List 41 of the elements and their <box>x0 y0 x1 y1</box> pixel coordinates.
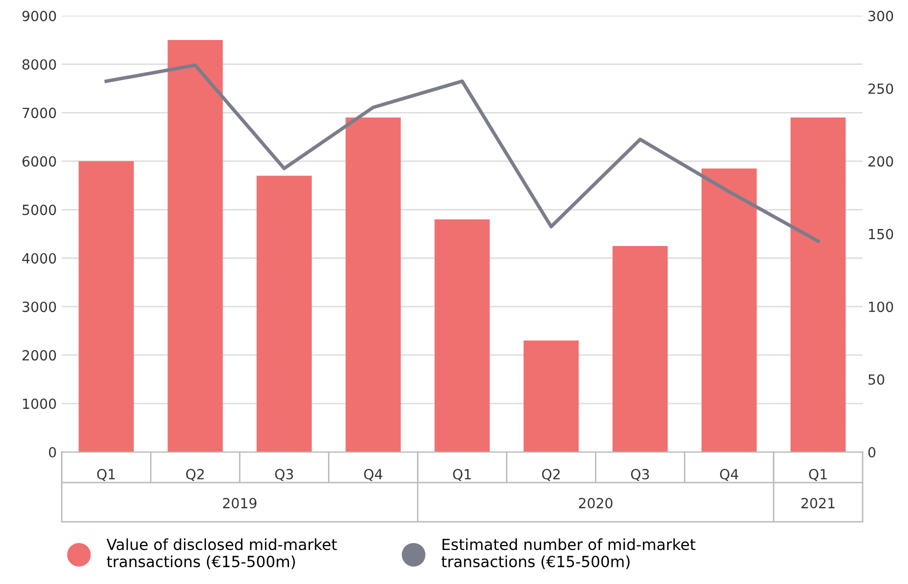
y-tick-label: 2000 <box>22 350 56 361</box>
x-tick-label: Q3 <box>631 468 649 482</box>
text: 2020 <box>578 498 612 508</box>
y2-tick-label: 100 <box>868 302 894 312</box>
x-tick-label: Q1 <box>809 468 827 482</box>
y2-tick-label: 150 <box>868 228 894 240</box>
y2-tick-label: 200 <box>868 156 894 167</box>
bar <box>78 161 134 452</box>
bar <box>346 118 401 452</box>
y-tick-label: 9000 <box>22 10 56 22</box>
text: 2021 <box>801 498 834 508</box>
x-tick-label: Q1 <box>453 468 471 482</box>
bar <box>524 340 579 452</box>
x-tick-label: Q4 <box>720 468 738 482</box>
y-tick-label: 5000 <box>22 204 56 216</box>
bar <box>702 168 757 452</box>
x-tick-label: Q2 <box>542 468 560 482</box>
x-tick-label: Q4 <box>364 468 382 482</box>
bar <box>168 40 223 452</box>
bar <box>612 246 668 452</box>
legend-label: Estimated number of mid-market transactions (€15-500m) <box>442 538 696 570</box>
y2-tick-label: 50 <box>868 374 884 385</box>
y2-tick-label: 0 <box>868 446 876 458</box>
y-tick-label: 7000 <box>22 108 56 118</box>
line-series <box>104 63 820 243</box>
y-tick-label: 8000 <box>22 59 56 70</box>
y-tick-label: 1000 <box>23 398 56 410</box>
bar <box>790 118 846 452</box>
y-tick-label: 6000 <box>22 156 56 167</box>
x-tick-label: Q3 <box>275 468 293 482</box>
y-tick-label: 4000 <box>22 253 56 264</box>
y2-tick-label: 300 <box>868 10 894 22</box>
bar <box>434 219 490 452</box>
y-tick-label: 0 <box>48 446 56 458</box>
bar <box>256 176 312 452</box>
x-tick-label: Q2 <box>186 468 204 482</box>
legend-label: Value of disclosed mid-market transactions (€15-500m) <box>106 538 337 570</box>
y2-tick-label: 250 <box>868 83 894 94</box>
x-tick-label: Q1 <box>97 468 115 482</box>
text: 2019 <box>223 498 256 508</box>
y-tick-label: 3000 <box>22 302 56 312</box>
